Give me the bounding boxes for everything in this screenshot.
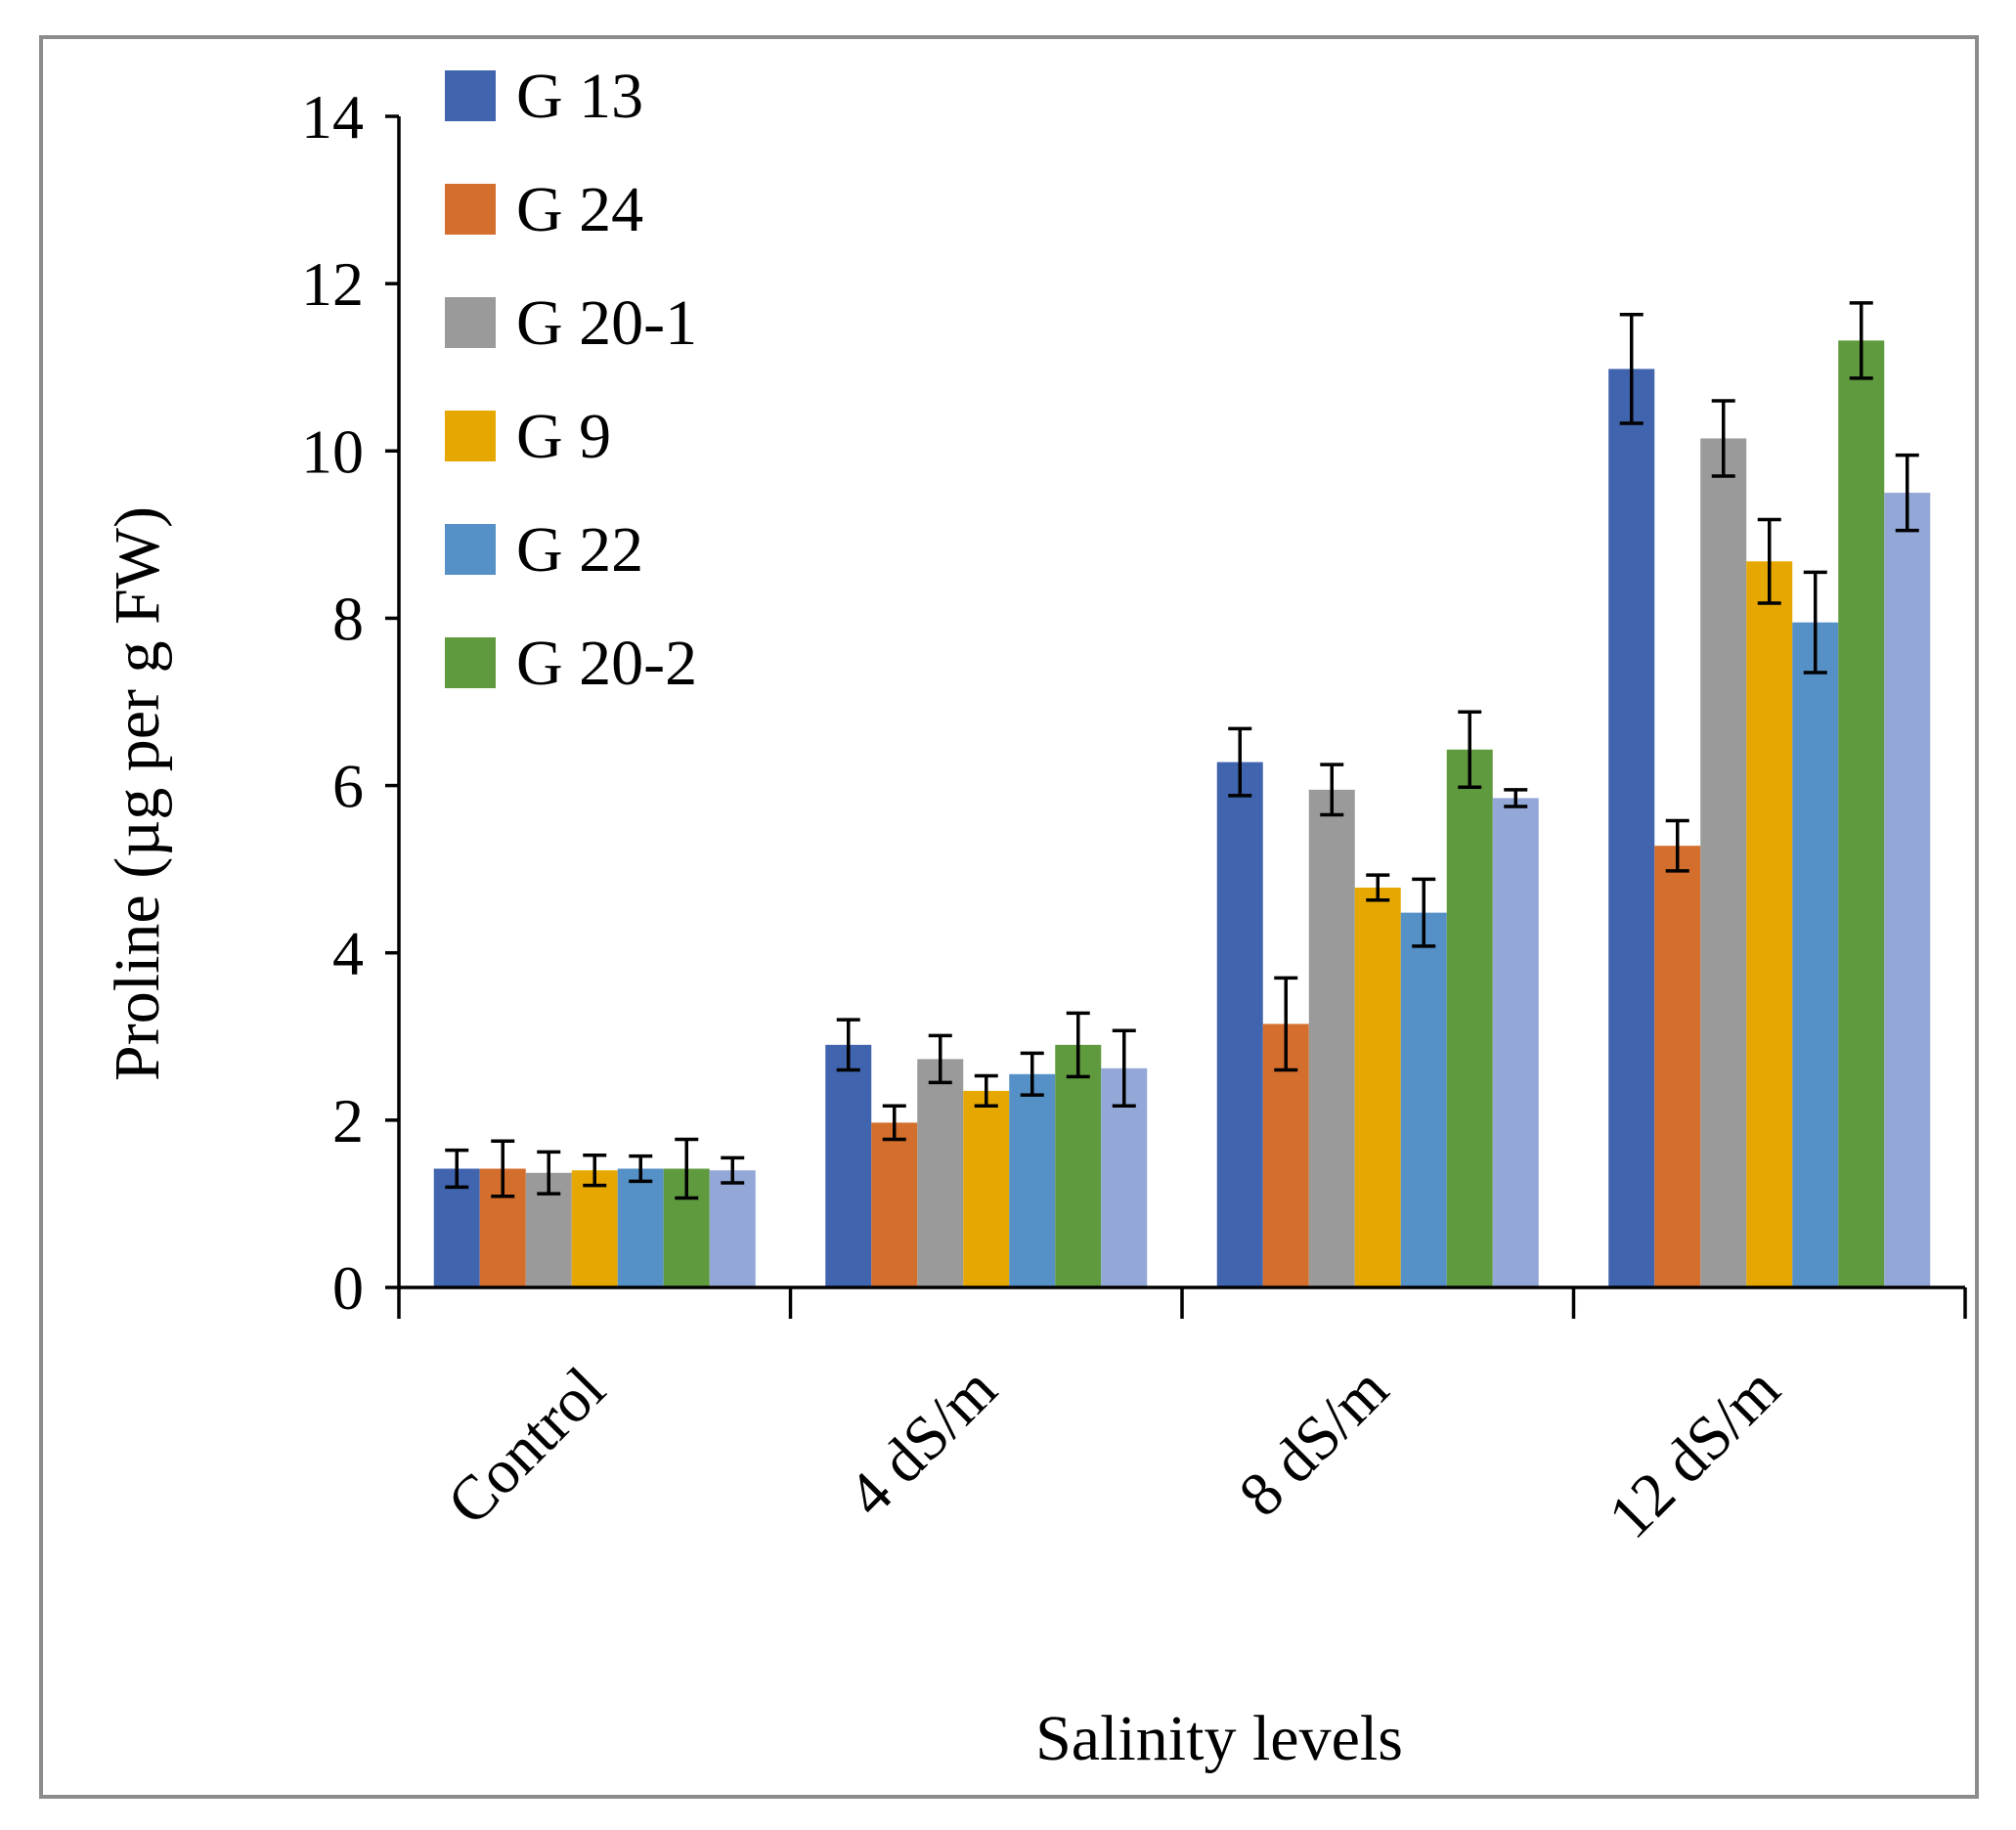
y-tick-label-14: 14 <box>301 82 364 152</box>
legend-label-0: G 13 <box>516 61 643 132</box>
legend-item-1: G 24 <box>445 174 643 245</box>
legend-item-0: G 13 <box>445 61 643 132</box>
error-bar-1-3 <box>974 1073 998 1109</box>
error-bar-3-4 <box>1803 570 1827 675</box>
bar-0-6 <box>709 1170 756 1287</box>
legend-label-5: G 20-2 <box>516 628 697 699</box>
error-bar-3-6 <box>1895 453 1919 533</box>
error-bars-layer <box>445 301 1919 1200</box>
legend-label-4: G 22 <box>516 514 643 586</box>
y-tick-label-12: 12 <box>301 249 364 319</box>
y-tick-label-4: 4 <box>332 919 364 988</box>
bar-3-6 <box>1884 493 1931 1288</box>
bar-2-3 <box>1354 887 1401 1287</box>
y-tick-label-6: 6 <box>332 752 364 821</box>
error-bar-3-0 <box>1619 313 1643 425</box>
legend-label-1: G 24 <box>516 174 643 245</box>
bar-0-3 <box>571 1170 618 1287</box>
bar-1-3 <box>963 1090 1010 1287</box>
error-bar-0-2 <box>537 1150 561 1196</box>
legend-label-2: G 20-1 <box>516 287 697 359</box>
x-axis-title: Salinity levels <box>1035 1703 1403 1774</box>
error-bar-3-2 <box>1711 399 1735 478</box>
bar-1-1 <box>871 1122 918 1287</box>
bar-1-0 <box>825 1044 872 1287</box>
y-tick-label-8: 8 <box>332 584 364 653</box>
bar-1-5 <box>1055 1044 1102 1287</box>
bar-3-0 <box>1608 369 1655 1287</box>
error-bar-3-5 <box>1849 301 1873 380</box>
legend-swatch-4 <box>445 524 496 575</box>
bar-2-5 <box>1446 749 1493 1287</box>
legend-item-5: G 20-2 <box>445 628 697 699</box>
error-bar-0-4 <box>629 1154 653 1184</box>
error-bar-0-6 <box>721 1155 745 1185</box>
error-bar-2-1 <box>1274 976 1298 1072</box>
error-bar-2-2 <box>1320 762 1344 817</box>
bar-3-4 <box>1792 622 1839 1287</box>
bar-3-1 <box>1654 846 1701 1287</box>
error-bar-2-0 <box>1228 726 1252 798</box>
legend-item-2: G 20-1 <box>445 287 697 359</box>
legend-label-3: G 9 <box>516 401 611 472</box>
bar-3-5 <box>1838 340 1885 1287</box>
error-bar-1-0 <box>836 1018 860 1072</box>
bar-1-4 <box>1009 1073 1056 1287</box>
error-bar-0-1 <box>491 1139 515 1198</box>
bar-2-2 <box>1308 789 1355 1287</box>
y-tick-label-2: 2 <box>332 1086 364 1155</box>
bar-2-6 <box>1492 798 1539 1287</box>
error-bar-0-0 <box>445 1148 469 1190</box>
error-bar-1-4 <box>1020 1051 1044 1097</box>
y-axis-title: Proline (µg per g FW) <box>102 506 173 1081</box>
bar-0-4 <box>617 1168 664 1287</box>
error-bar-1-2 <box>928 1033 952 1085</box>
legend: G 13 G 24 G 20-1 G 9 G 22 G 20-2 <box>445 61 697 699</box>
error-bar-3-1 <box>1665 818 1689 873</box>
error-bar-0-5 <box>675 1137 699 1200</box>
error-bar-2-6 <box>1504 788 1528 808</box>
legend-swatch-2 <box>445 297 496 348</box>
bars-layer <box>433 340 1931 1288</box>
legend-swatch-0 <box>445 70 496 121</box>
bar-2-4 <box>1400 912 1447 1287</box>
bar-3-3 <box>1746 561 1793 1287</box>
error-bar-2-4 <box>1412 877 1436 948</box>
legend-swatch-3 <box>445 411 496 461</box>
error-bar-2-5 <box>1458 710 1482 790</box>
bar-3-2 <box>1700 438 1747 1287</box>
legend-item-4: G 22 <box>445 514 643 586</box>
y-ticks-layer: 0 2 4 6 8 10 12 14 <box>301 82 399 1323</box>
legend-item-3: G 9 <box>445 401 611 472</box>
legend-swatch-1 <box>445 184 496 235</box>
bar-2-0 <box>1216 762 1263 1287</box>
y-tick-label-10: 10 <box>301 416 364 486</box>
error-bar-1-1 <box>882 1104 906 1142</box>
y-tick-label-0: 0 <box>332 1253 364 1323</box>
bar-1-2 <box>917 1059 964 1287</box>
legend-swatch-5 <box>445 637 496 688</box>
error-bar-3-3 <box>1757 517 1781 605</box>
error-bar-0-3 <box>583 1154 607 1188</box>
error-bar-1-5 <box>1066 1011 1090 1079</box>
error-bar-1-6 <box>1112 1028 1136 1109</box>
error-bar-2-3 <box>1366 873 1390 902</box>
